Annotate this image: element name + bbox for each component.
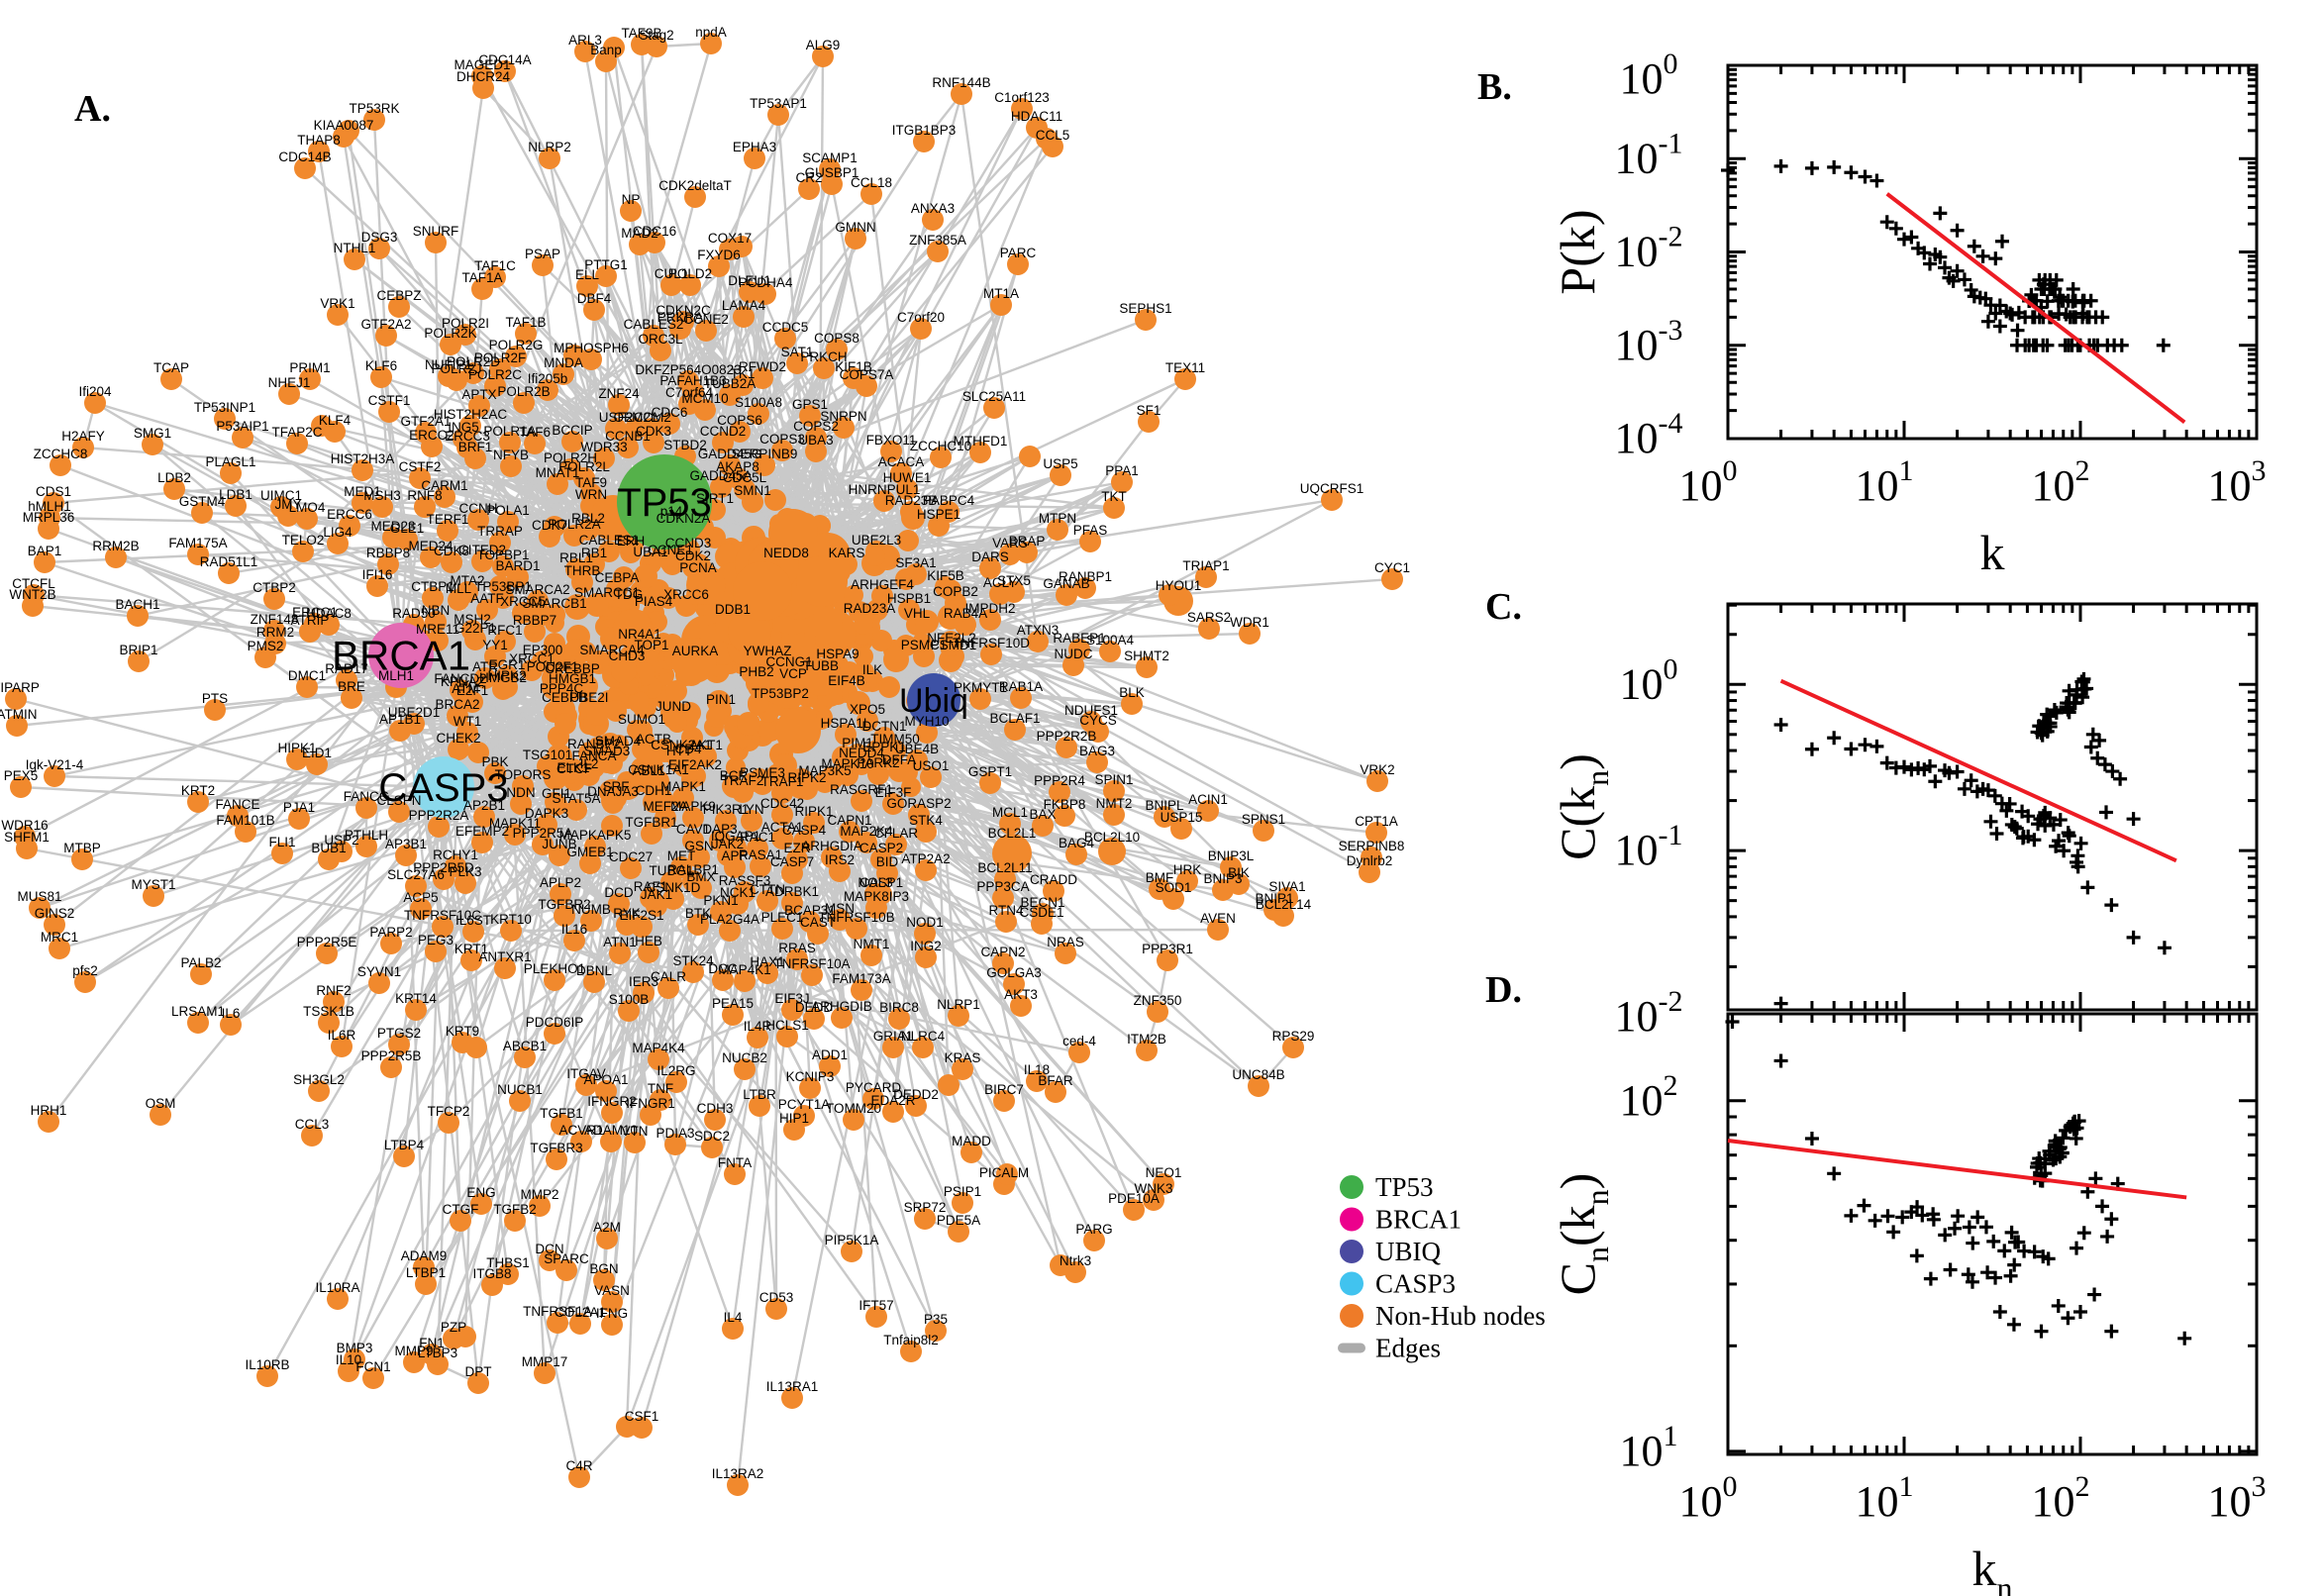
network-edge	[578, 1426, 628, 1478]
network-node	[1019, 446, 1041, 467]
network-edge	[53, 774, 445, 789]
network-edge	[399, 654, 480, 1384]
network-edge	[653, 43, 713, 244]
network-node	[465, 1037, 487, 1058]
network-edge	[399, 654, 426, 1268]
network-edge	[347, 786, 446, 1372]
network-node	[938, 1074, 960, 1096]
network-edge	[777, 55, 824, 116]
network-edge	[501, 688, 735, 1330]
network-edge	[402, 786, 446, 1157]
network-edge	[482, 87, 551, 159]
network-edge	[48, 654, 402, 1123]
network-edge	[443, 786, 853, 1252]
network-edge	[197, 786, 445, 1024]
